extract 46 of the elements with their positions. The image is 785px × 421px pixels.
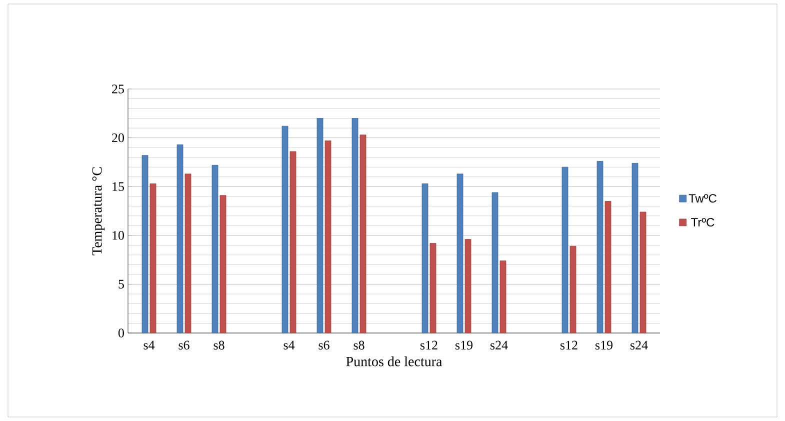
bar <box>142 155 148 334</box>
x-tick-label: s24 <box>490 340 508 350</box>
bar <box>604 201 612 334</box>
bar <box>464 239 472 334</box>
y-tick-label: 20 <box>112 133 124 142</box>
bar <box>150 183 156 334</box>
bar <box>632 162 638 334</box>
y-tick-label: 25 <box>112 84 124 94</box>
x-tick-label: s6 <box>318 340 330 350</box>
y-axis-title: Temperatura °C <box>92 167 105 256</box>
bar <box>324 140 332 334</box>
y-tick-label: 0 <box>118 328 124 338</box>
bar <box>220 195 226 334</box>
bar <box>596 161 604 334</box>
x-tick-label: s19 <box>456 340 472 350</box>
legend-label: TwºC <box>688 194 716 203</box>
legend-label: TrºC <box>691 218 714 226</box>
x-tick-label: s12 <box>420 340 438 350</box>
bar <box>184 174 192 334</box>
bar <box>492 192 498 334</box>
x-axis-title: Puntos de lectura <box>346 356 442 366</box>
bar <box>456 174 464 334</box>
x-tick-label: s4 <box>284 340 295 350</box>
bar <box>640 212 646 334</box>
bar <box>422 183 428 334</box>
bar <box>500 260 506 334</box>
x-tick-label: s19 <box>596 340 612 350</box>
bar <box>176 144 184 334</box>
x-tick-label: s4 <box>144 340 155 350</box>
bar <box>430 243 436 334</box>
y-tick-label: 10 <box>112 231 124 240</box>
bar <box>282 126 288 334</box>
x-tick-label: s24 <box>630 340 648 350</box>
bar <box>562 166 568 334</box>
x-tick-label: s8 <box>354 340 364 350</box>
x-tick-label: s8 <box>214 340 224 350</box>
bar <box>290 151 296 334</box>
bar <box>316 118 324 334</box>
bar <box>360 134 366 334</box>
bar <box>212 164 218 334</box>
bar <box>570 246 576 334</box>
x-tick-label: s12 <box>560 340 578 350</box>
bar <box>352 118 358 334</box>
y-tick-label: 15 <box>112 182 124 191</box>
y-tick-label: 5 <box>118 280 124 289</box>
x-tick-label: s6 <box>178 340 190 350</box>
